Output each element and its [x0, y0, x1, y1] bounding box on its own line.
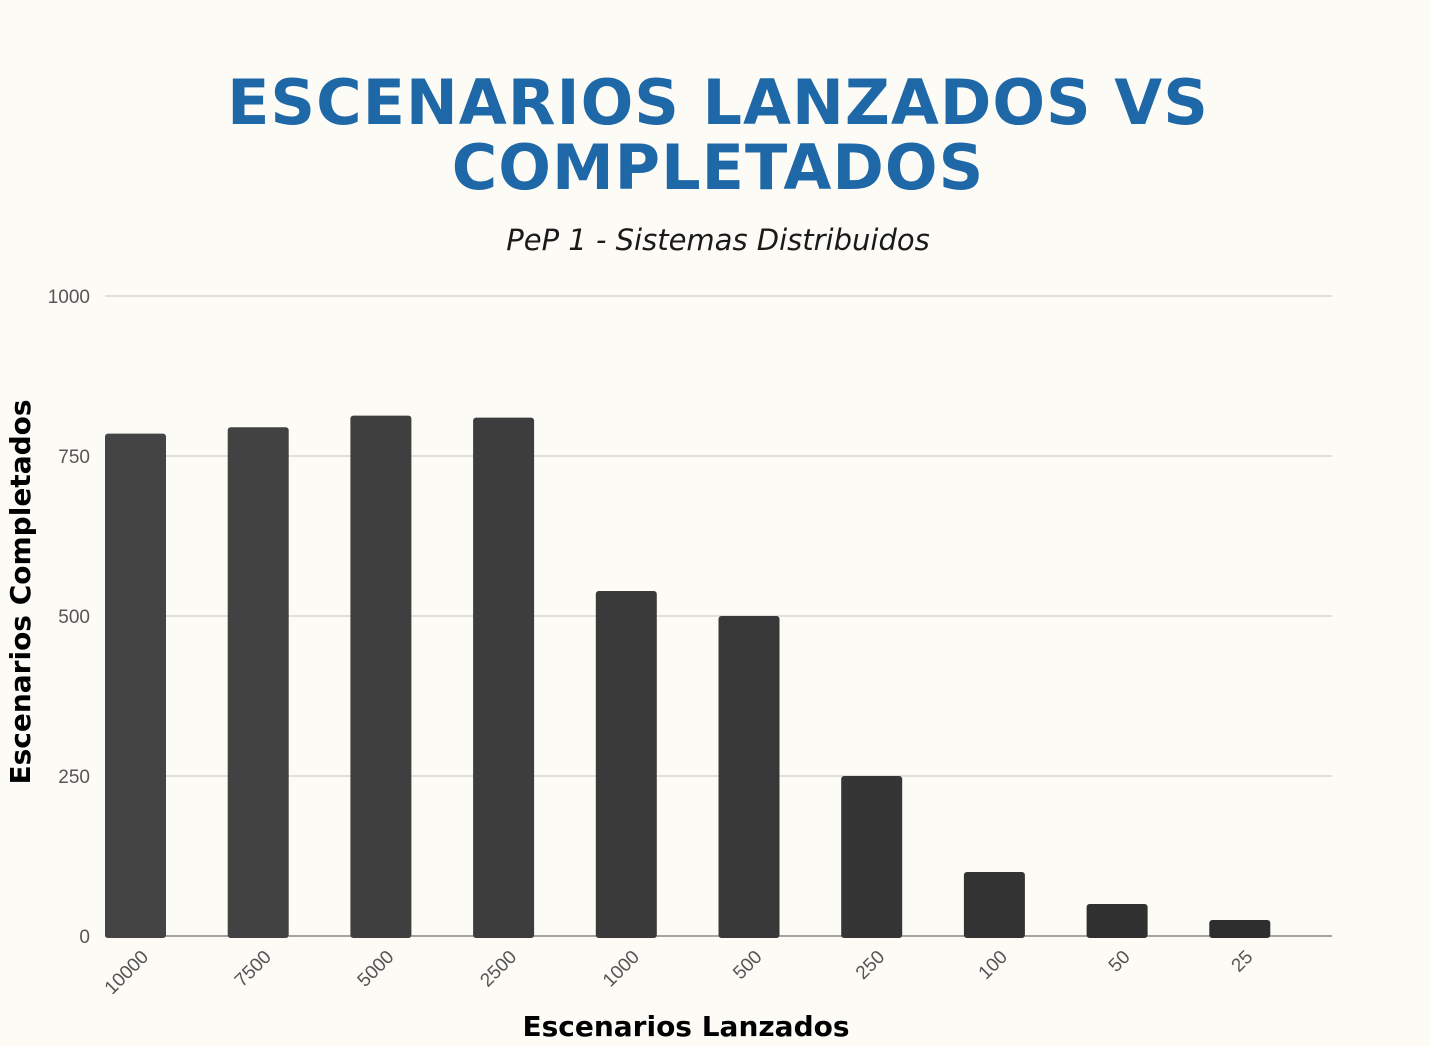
x-axis-label: Escenarios Lanzados: [522, 1010, 849, 1043]
x-tick-label: 50: [1105, 947, 1135, 977]
x-tick-label: 100: [975, 947, 1012, 984]
y-tick-label: 0: [79, 927, 90, 948]
y-axis-label: Escenarios Completados: [4, 399, 37, 784]
x-tick-label: 250: [852, 947, 889, 984]
bar-5000: [350, 415, 412, 938]
bar-100: [963, 872, 1025, 938]
bar-250: [841, 776, 903, 938]
chart-title-line-1: ESCENARIOS LANZADOS VS: [227, 66, 1209, 139]
x-tick-label: 500: [729, 947, 766, 984]
x-tick-label: 7500: [231, 947, 276, 992]
y-tick-label: 750: [58, 447, 90, 468]
y-tick-label: 250: [58, 767, 90, 788]
bar-1000: [595, 591, 657, 938]
chart-title-line-2: COMPLETADOS: [452, 131, 985, 204]
bar-2500: [473, 417, 535, 939]
y-axis-ticks: 0 250 500 750 1000: [48, 287, 90, 948]
x-tick-label: 5000: [354, 947, 399, 992]
x-axis-ticks: 10000 7500 5000 2500 1000 500 250 100 50 25: [101, 947, 1258, 999]
x-tick-label: 10000: [101, 947, 153, 999]
bar-25: [1209, 920, 1271, 938]
bar-500: [718, 616, 780, 938]
x-tick-label: 2500: [476, 947, 521, 992]
x-tick-label: 1000: [599, 947, 644, 992]
bar-10000: [105, 433, 166, 938]
bars: [105, 415, 1271, 939]
chart-subtitle: PeP 1 - Sistemas Distribuidos: [506, 223, 929, 257]
x-tick-label: 25: [1228, 947, 1258, 977]
y-tick-label: 500: [58, 607, 90, 628]
y-tick-label: 1000: [48, 287, 90, 308]
bar-50: [1086, 904, 1148, 938]
bar-7500: [227, 427, 289, 938]
